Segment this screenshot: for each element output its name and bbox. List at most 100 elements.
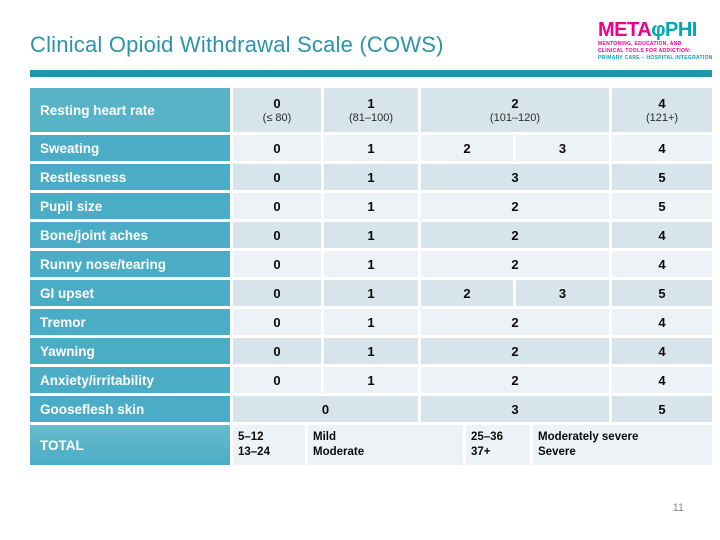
score-cell: 4 bbox=[612, 338, 712, 364]
score-value: 2 bbox=[511, 343, 519, 359]
logo-meta-text: META bbox=[598, 19, 652, 41]
score-cell: 5 bbox=[612, 193, 712, 219]
score-cell: 1 bbox=[324, 164, 418, 190]
score-cell: 1 bbox=[324, 280, 418, 306]
score-cell: 1 bbox=[324, 338, 418, 364]
score-cell: 1 bbox=[324, 251, 418, 277]
score-value: 4 bbox=[658, 314, 666, 330]
total-cell-line: Severe bbox=[538, 446, 576, 458]
table-row: Restlessness 0 1 3 5 bbox=[30, 164, 712, 190]
logo-phi-text: PHI bbox=[665, 19, 697, 41]
score-value: 1 bbox=[367, 372, 375, 388]
score-value: 2 bbox=[463, 285, 471, 301]
metaphi-logo-wordmark: METAφPHI bbox=[598, 19, 716, 41]
score-cell: 1 bbox=[324, 193, 418, 219]
score-range-sublabel: (81–100) bbox=[348, 111, 394, 124]
score-cell: 0 bbox=[233, 251, 321, 277]
row-label: TOTAL bbox=[30, 425, 230, 465]
table-row: Anxiety/irritability 0 1 2 4 bbox=[30, 367, 712, 393]
table-row: TOTAL 5–12 13–24 Mild Moderate 25–36 37+ Modera… bbox=[30, 425, 712, 465]
score-cell: 5 bbox=[612, 164, 712, 190]
row-label: Tremor bbox=[30, 309, 230, 335]
score-cell: 0 bbox=[233, 396, 418, 422]
total-cell-line: Moderately severe bbox=[538, 431, 639, 443]
score-cell: 2 bbox=[421, 193, 609, 219]
score-value: 0 bbox=[273, 343, 281, 359]
cows-table: Resting heart rate 0 (≤ 80) 1 (81–100) 2 (101–… bbox=[30, 88, 712, 465]
total-cell-line: Mild bbox=[313, 431, 336, 443]
score-value: 4 bbox=[658, 227, 666, 243]
row-label: Anxiety/irritability bbox=[30, 367, 230, 393]
score-value: 4 bbox=[658, 372, 666, 388]
score-cell: 4 (121+) bbox=[612, 88, 712, 132]
table-row: Yawning 0 1 2 4 bbox=[30, 338, 712, 364]
score-cell: 1 bbox=[324, 222, 418, 248]
score-value: 3 bbox=[558, 140, 567, 156]
table-row: GI upset 0 1 2 3 5 bbox=[30, 280, 712, 306]
table-row: Pupil size 0 1 2 5 bbox=[30, 193, 712, 219]
logo-tagline-line3: PRIMARY CARE – HOSPITAL INTEGRATION bbox=[598, 55, 713, 61]
row-label: Runny nose/tearing bbox=[30, 251, 230, 277]
total-cell-line: 37+ bbox=[471, 446, 491, 458]
score-value: 0 bbox=[273, 256, 281, 272]
score-cell: 2 bbox=[421, 251, 609, 277]
row-label: Gooseflesh skin bbox=[30, 396, 230, 422]
score-value: 0 bbox=[273, 140, 281, 156]
score-cell: 0 bbox=[233, 222, 321, 248]
table-row: Bone/joint aches 0 1 2 4 bbox=[30, 222, 712, 248]
score-cell: 1 bbox=[324, 309, 418, 335]
score-cell: 0 bbox=[233, 280, 321, 306]
score-value: 4 bbox=[658, 140, 666, 156]
score-value: 0 bbox=[273, 372, 281, 388]
score-cell: 0 bbox=[233, 367, 321, 393]
page-title: Clinical Opioid Withdrawal Scale (COWS) bbox=[30, 32, 444, 57]
score-value: 4 bbox=[658, 95, 666, 111]
row-label: Sweating bbox=[30, 135, 230, 161]
row-label: Bone/joint aches bbox=[30, 222, 230, 248]
score-cell: 1 (81–100) bbox=[324, 88, 418, 132]
score-value: 3 bbox=[558, 285, 567, 301]
slide-page-number: 11 bbox=[672, 502, 684, 514]
score-value: 2 bbox=[511, 198, 519, 214]
score-value: 0 bbox=[321, 401, 330, 417]
total-cell-line: 13–24 bbox=[238, 446, 270, 458]
score-cell: 1 bbox=[324, 367, 418, 393]
score-value: 0 bbox=[273, 169, 281, 185]
row-label: Yawning bbox=[30, 338, 230, 364]
score-value: 4 bbox=[658, 343, 666, 359]
score-value: 3 bbox=[511, 169, 519, 185]
row-label: GI upset bbox=[30, 280, 230, 306]
score-cell: 4 bbox=[612, 251, 712, 277]
score-value: 0 bbox=[273, 227, 281, 243]
score-value: 4 bbox=[658, 256, 666, 272]
total-interpretation-cell: 5–12 13–24 bbox=[233, 425, 305, 465]
logo-tagline-line1: MENTORING, EDUCATION, AND bbox=[598, 41, 682, 47]
score-value: 1 bbox=[367, 95, 375, 111]
phi-symbol-icon: φ bbox=[651, 19, 665, 41]
total-cell-line: Moderate bbox=[313, 446, 365, 458]
score-value: 2 bbox=[511, 227, 519, 243]
score-cell: 4 bbox=[612, 222, 712, 248]
score-value: 0 bbox=[273, 95, 281, 111]
score-value: 2 bbox=[511, 256, 519, 272]
score-cell: 4 bbox=[612, 309, 712, 335]
score-value: 3 bbox=[511, 401, 519, 417]
score-cell: 0 bbox=[233, 338, 321, 364]
score-cell: 3 bbox=[421, 396, 609, 422]
score-value: 5 bbox=[658, 169, 666, 185]
score-cell: 2 bbox=[421, 222, 609, 248]
score-cell: 2 bbox=[421, 338, 609, 364]
score-value: 0 bbox=[273, 314, 281, 330]
table-row: Tremor 0 1 2 4 bbox=[30, 309, 712, 335]
score-cell: 2 (101–120) bbox=[421, 88, 609, 132]
score-cell: 0 bbox=[233, 135, 321, 161]
score-value: 1 bbox=[367, 285, 375, 301]
total-cell-line: 25–36 bbox=[471, 431, 503, 443]
total-interpretation-cell: Mild Moderate bbox=[308, 425, 463, 465]
score-value: 0 bbox=[273, 198, 281, 214]
logo-tagline-line2: CLINICAL TOOLS FOR ADDICTION: bbox=[598, 48, 692, 54]
row-label: Pupil size bbox=[30, 193, 230, 219]
total-interpretation-cell: Moderately severe Severe bbox=[533, 425, 712, 465]
title-divider-rule bbox=[30, 70, 712, 77]
score-value: 2 bbox=[463, 140, 471, 156]
